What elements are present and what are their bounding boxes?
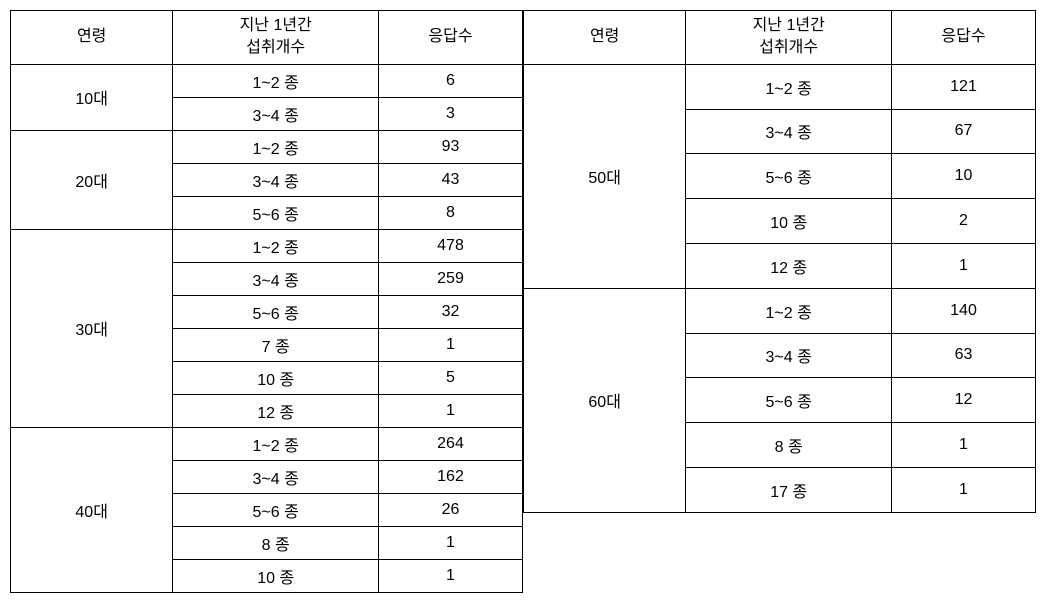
right-table-body: 50대1~2 종1213~4 종675~6 종1010 종212 종160대1~… [524, 64, 1036, 512]
type-cell: 3~4 종 [173, 262, 379, 295]
count-cell: 8 [379, 196, 523, 229]
age-cell: 40대 [11, 427, 173, 592]
count-cell: 1 [379, 526, 523, 559]
left-table-header: 연령 지난 1년간 섭취개수 응답수 [11, 11, 523, 65]
type-cell: 3~4 종 [686, 333, 892, 378]
age-cell: 30대 [11, 229, 173, 427]
age-cell: 60대 [524, 288, 686, 512]
type-cell: 1~2 종 [173, 229, 379, 262]
header-type: 지난 1년간 섭취개수 [173, 11, 379, 65]
count-cell: 5 [379, 361, 523, 394]
count-cell: 6 [379, 64, 523, 97]
type-cell: 10 종 [173, 361, 379, 394]
left-table: 연령 지난 1년간 섭취개수 응답수 10대1~2 종63~4 종320대1~2… [10, 10, 523, 593]
table-row: 50대1~2 종121 [524, 64, 1036, 109]
right-table-header: 연령 지난 1년간 섭취개수 응답수 [524, 11, 1036, 65]
count-cell: 478 [379, 229, 523, 262]
count-cell: 1 [892, 243, 1036, 288]
table-row: 20대1~2 종93 [11, 130, 523, 163]
count-cell: 121 [892, 64, 1036, 109]
table-container: 연령 지난 1년간 섭취개수 응답수 10대1~2 종63~4 종320대1~2… [10, 10, 1036, 593]
type-cell: 5~6 종 [173, 196, 379, 229]
type-cell: 5~6 종 [686, 378, 892, 423]
header-row: 연령 지난 1년간 섭취개수 응답수 [11, 11, 523, 65]
type-cell: 10 종 [686, 199, 892, 244]
count-cell: 1 [379, 394, 523, 427]
type-cell: 1~2 종 [686, 288, 892, 333]
count-cell: 32 [379, 295, 523, 328]
count-cell: 63 [892, 333, 1036, 378]
table-row: 30대1~2 종478 [11, 229, 523, 262]
type-cell: 3~4 종 [686, 109, 892, 154]
type-cell: 12 종 [686, 243, 892, 288]
type-cell: 8 종 [173, 526, 379, 559]
count-cell: 10 [892, 154, 1036, 199]
header-age: 연령 [11, 11, 173, 65]
right-table: 연령 지난 1년간 섭취개수 응답수 50대1~2 종1213~4 종675~6… [523, 10, 1036, 513]
count-cell: 1 [892, 423, 1036, 468]
header-age: 연령 [524, 11, 686, 65]
count-cell: 43 [379, 163, 523, 196]
count-cell: 67 [892, 109, 1036, 154]
age-cell: 20대 [11, 130, 173, 229]
count-cell: 26 [379, 493, 523, 526]
header-row: 연령 지난 1년간 섭취개수 응답수 [524, 11, 1036, 65]
type-cell: 1~2 종 [173, 64, 379, 97]
table-row: 10대1~2 종6 [11, 64, 523, 97]
type-cell: 3~4 종 [173, 460, 379, 493]
count-cell: 1 [379, 328, 523, 361]
count-cell: 140 [892, 288, 1036, 333]
type-cell: 5~6 종 [686, 154, 892, 199]
right-table-section: 연령 지난 1년간 섭취개수 응답수 50대1~2 종1213~4 종675~6… [523, 10, 1036, 593]
age-cell: 10대 [11, 64, 173, 130]
type-cell: 7 종 [173, 328, 379, 361]
type-cell: 3~4 종 [173, 97, 379, 130]
type-cell: 1~2 종 [686, 64, 892, 109]
left-table-body: 10대1~2 종63~4 종320대1~2 종933~4 종435~6 종830… [11, 64, 523, 592]
count-cell: 1 [892, 467, 1036, 512]
count-cell: 259 [379, 262, 523, 295]
type-cell: 17 종 [686, 467, 892, 512]
age-cell: 50대 [524, 64, 686, 288]
type-cell: 5~6 종 [173, 295, 379, 328]
table-row: 40대1~2 종264 [11, 427, 523, 460]
count-cell: 162 [379, 460, 523, 493]
left-table-section: 연령 지난 1년간 섭취개수 응답수 10대1~2 종63~4 종320대1~2… [10, 10, 523, 593]
type-cell: 12 종 [173, 394, 379, 427]
type-cell: 3~4 종 [173, 163, 379, 196]
type-cell: 1~2 종 [173, 427, 379, 460]
count-cell: 3 [379, 97, 523, 130]
count-cell: 12 [892, 378, 1036, 423]
count-cell: 2 [892, 199, 1036, 244]
table-row: 60대1~2 종140 [524, 288, 1036, 333]
type-cell: 10 종 [173, 559, 379, 592]
count-cell: 264 [379, 427, 523, 460]
header-count: 응답수 [892, 11, 1036, 65]
count-cell: 93 [379, 130, 523, 163]
header-count: 응답수 [379, 11, 523, 65]
type-cell: 1~2 종 [173, 130, 379, 163]
type-cell: 5~6 종 [173, 493, 379, 526]
count-cell: 1 [379, 559, 523, 592]
header-type: 지난 1년간 섭취개수 [686, 11, 892, 65]
type-cell: 8 종 [686, 423, 892, 468]
